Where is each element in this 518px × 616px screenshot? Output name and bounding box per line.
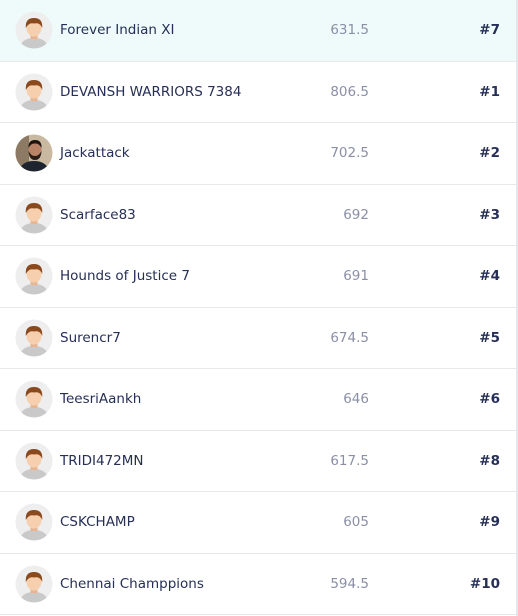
team-name: Forever Indian XI — [60, 22, 175, 38]
leaderboard-row[interactable]: TRIDI472MN 617.5 #8 — [0, 431, 516, 492]
leaderboard-row[interactable]: Chennai Champpions 594.5 #10 — [0, 554, 516, 615]
leaderboard-row[interactable]: CSKCHAMP 605 #9 — [0, 492, 516, 554]
rank: #3 — [479, 206, 500, 223]
rank: #1 — [479, 83, 500, 100]
points: 594.5 — [330, 575, 369, 592]
avatar-image — [15, 565, 53, 602]
avatar — [15, 134, 53, 172]
points: 674.5 — [330, 329, 369, 346]
rank: #5 — [479, 329, 500, 346]
points: 702.5 — [330, 145, 369, 161]
points: 806.5 — [330, 83, 369, 100]
team-name: Jackattack — [60, 145, 130, 161]
avatar — [15, 11, 53, 49]
team-name: DEVANSH WARRIORS 7384 — [60, 83, 242, 100]
points: 617.5 — [330, 452, 369, 469]
avatar-image — [15, 257, 53, 295]
points: 646 — [343, 391, 369, 407]
leaderboard-row[interactable]: TeesriAankh 646 #6 — [0, 369, 516, 431]
team-name: TRIDI472MN — [60, 452, 144, 469]
leaderboard-row[interactable]: Forever Indian XI 631.5 #7 — [0, 0, 516, 62]
points: 631.5 — [330, 22, 369, 38]
rank: #4 — [479, 268, 500, 284]
avatar — [15, 565, 53, 603]
rank: #8 — [479, 452, 500, 469]
rank: #7 — [479, 22, 500, 38]
avatar-image — [15, 11, 53, 49]
avatar-image — [15, 73, 53, 110]
team-name: Chennai Champpions — [60, 575, 204, 592]
avatar — [15, 196, 53, 234]
avatar-image — [15, 442, 53, 479]
leaderboard-row[interactable]: Scarface83 692 #3 — [0, 185, 516, 246]
avatar-image — [15, 196, 53, 233]
avatar — [15, 442, 53, 480]
points: 605 — [343, 514, 369, 530]
team-name: CSKCHAMP — [60, 514, 135, 530]
rank: #9 — [479, 514, 500, 530]
avatar — [15, 380, 53, 418]
avatar-image — [15, 319, 53, 356]
avatar — [15, 503, 53, 541]
points: 692 — [343, 206, 369, 223]
team-name: Scarface83 — [60, 206, 136, 223]
team-name: TeesriAankh — [60, 391, 142, 407]
leaderboard-row[interactable]: Surencr7 674.5 #5 — [0, 308, 516, 369]
team-name: Surencr7 — [60, 329, 121, 346]
avatar — [15, 319, 53, 357]
leaderboard-row[interactable]: Jackattack 702.5 #2 — [0, 123, 516, 185]
rank: #10 — [469, 575, 500, 592]
avatar-image — [15, 134, 53, 172]
leaderboard-row[interactable]: DEVANSH WARRIORS 7384 806.5 #1 — [0, 62, 516, 123]
rank: #2 — [479, 145, 500, 161]
avatar — [15, 73, 53, 111]
avatar-image — [15, 503, 53, 541]
rank: #6 — [479, 391, 500, 407]
leaderboard-row[interactable]: Hounds of Justice 7 691 #4 — [0, 246, 516, 308]
points: 691 — [343, 268, 369, 284]
avatar — [15, 257, 53, 295]
avatar-image — [15, 380, 53, 418]
team-name: Hounds of Justice 7 — [60, 268, 190, 284]
